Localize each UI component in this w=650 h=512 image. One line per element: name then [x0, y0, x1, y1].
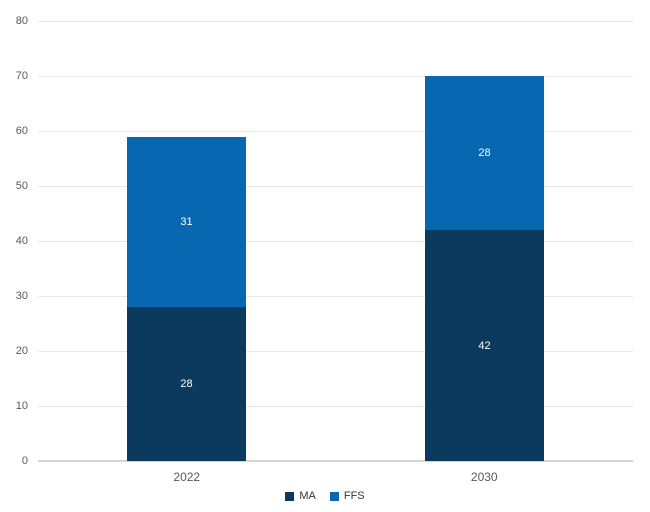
data-label-ffs-2022: 31 [180, 215, 193, 228]
gridline-80 [38, 21, 633, 22]
data-label-ma-2030: 42 [478, 339, 491, 352]
x-tick-label-2030: 2030 [470, 470, 498, 484]
bar-segment-ffs-2022[interactable] [127, 136, 246, 307]
gridline-70 [38, 76, 633, 77]
y-tick-label-20: 20 [15, 345, 28, 357]
x-tick-label-2022: 2022 [173, 470, 201, 484]
y-tick-label-50: 50 [15, 180, 28, 192]
legend-label-ffs: FFS [343, 490, 365, 502]
gridline-60 [38, 131, 633, 132]
gridline-50 [38, 186, 633, 187]
y-tick-label-60: 60 [15, 125, 28, 137]
gridline-40 [38, 241, 633, 242]
x-axis-line [38, 460, 633, 462]
bar-segment-ffs-2030[interactable] [425, 76, 544, 230]
gridline-10 [38, 406, 633, 407]
y-tick-label-70: 70 [15, 70, 28, 82]
gridline-20 [38, 351, 633, 352]
bar-segment-ma-2022[interactable] [127, 307, 246, 461]
data-label-ma-2022: 28 [180, 378, 193, 390]
legend-label-ma: MA [299, 490, 316, 502]
y-tick-label-0: 0 [21, 455, 28, 467]
legend: MA FFS [0, 490, 650, 502]
y-tick-label-80: 80 [15, 15, 28, 27]
legend-item-ma[interactable]: MA [285, 490, 316, 502]
legend-swatch-ffs-icon [329, 491, 339, 501]
legend-item-ffs[interactable]: FFS [329, 490, 365, 502]
data-label-ffs-2030: 28 [478, 147, 491, 159]
y-tick-label-10: 10 [15, 400, 28, 412]
bar-segment-ma-2030[interactable] [425, 230, 544, 461]
y-tick-label-40: 40 [15, 235, 28, 247]
y-tick-label-30: 30 [15, 290, 28, 302]
gridline-30 [38, 296, 633, 297]
legend-swatch-ma-icon [285, 491, 295, 501]
